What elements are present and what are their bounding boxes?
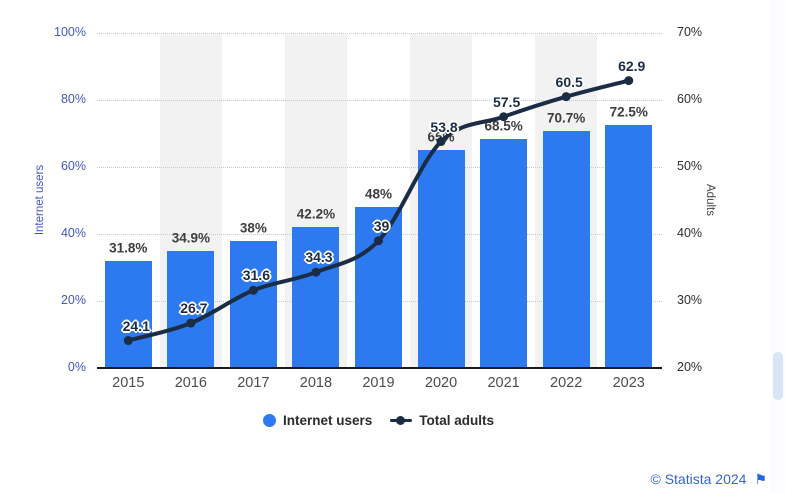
x-axis-label: 2016 [174,375,207,391]
x-axis-label: 2017 [237,375,270,391]
total-adults-marker-icon [390,414,413,427]
flag-icon[interactable]: ⚑ [754,471,767,487]
scrollbar-thumb[interactable] [773,352,783,400]
line-value-label: 26.7 [180,300,208,317]
y-tick-label-left: 60% [60,159,86,173]
line-value-label: 60.5 [555,73,583,90]
line-value-label: 39 [373,217,390,234]
y-axis-title-right: Adults [704,184,716,216]
footer: © Statista 2024 ⚑ [651,471,768,487]
line-value-label: 62.9 [618,57,646,74]
line-value-label: 57.5 [492,93,521,110]
gridline [97,100,662,101]
x-axis-label: 2020 [424,375,458,391]
bar-2021[interactable] [480,138,528,368]
x-axis-label: 2021 [487,375,520,391]
bar-value-label: 70.7% [547,110,586,126]
legend-label: Internet users [282,413,373,428]
legend-item-total-adults[interactable]: Total adults [390,413,494,428]
line-point[interactable] [624,76,634,86]
line-value-label: 34.3 [305,249,333,266]
y-tick-label-left: 40% [60,226,86,240]
bar-value-label: 68.5% [484,118,523,134]
y-tick-label-right: 40% [677,226,703,240]
y-tick-label-left: 20% [60,293,86,307]
x-axis-line [97,367,662,369]
y-tick-label-right: 60% [677,92,703,106]
statista-copyright-link[interactable]: © Statista 2024 [650,471,747,487]
line-value-label: 53.8 [430,118,458,135]
y-tick-label-left: 80% [60,92,86,106]
x-axis-label: 2019 [362,375,395,391]
bar-value-label: 34.9% [171,230,210,246]
legend-label: Total adults [419,413,495,428]
bar-2015[interactable] [104,261,152,368]
legend-item-internet-users[interactable]: Internet users [262,413,373,428]
legend: Internet users Total adults [97,413,660,428]
x-axis-label: 2015 [112,375,145,391]
x-axis-label: 2018 [299,375,333,391]
y-tick-label-right: 20% [677,360,703,374]
bar-value-label: 42.2% [296,206,336,222]
bar-2020[interactable] [417,150,465,368]
bar-2018[interactable] [292,226,340,368]
x-axis-label: 2022 [550,375,583,391]
x-axis-label: 2023 [612,375,645,391]
internet-users-marker-icon [262,414,276,427]
bar-2022[interactable] [542,131,590,368]
y-tick-label-right: 70% [677,25,703,39]
y-tick-label-left: 100% [54,25,86,39]
bar-value-label: 72.5% [609,104,648,120]
scrollbar-track [771,0,785,493]
gridline [97,33,662,34]
bar-value-label: 48% [364,186,393,202]
y-tick-label-left: 0% [67,360,86,374]
bar-2023[interactable] [605,125,653,368]
bar-2017[interactable] [229,240,277,368]
bar-value-label: 31.8% [109,240,148,256]
line-value-label: 24.1 [122,317,150,334]
line-value-label: 31.6 [242,267,270,284]
y-axis-title-left: Internet users [34,164,46,236]
bar-value-label: 38% [239,220,267,236]
y-tick-label-right: 30% [677,293,703,307]
y-tick-label-right: 50% [677,159,703,173]
